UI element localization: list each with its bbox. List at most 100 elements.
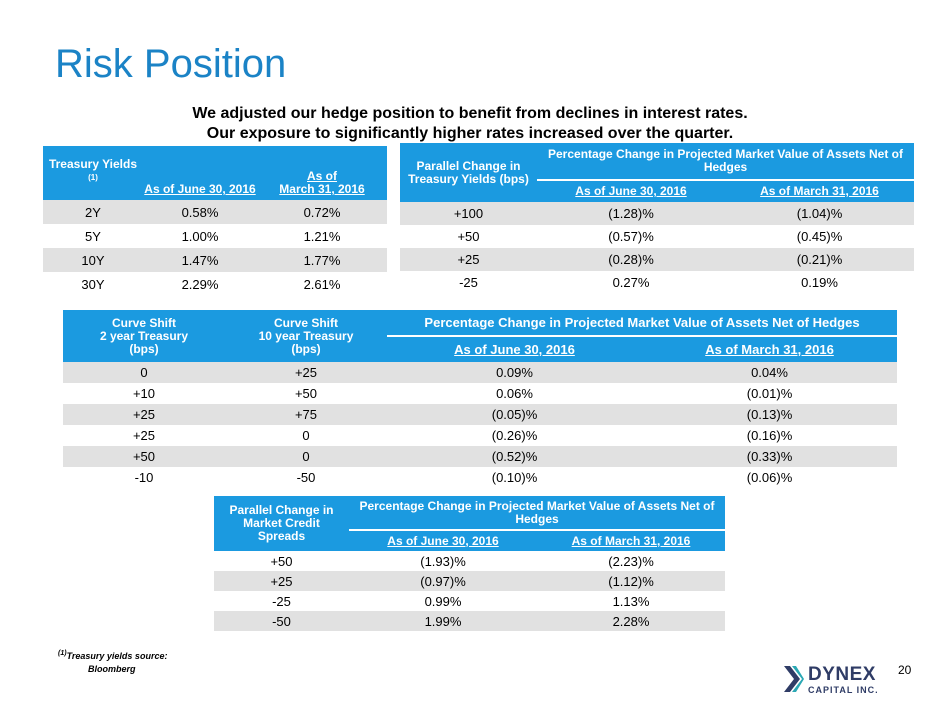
table-cell: (0.57)% <box>608 229 654 244</box>
logo-name: DYNEX <box>808 664 876 685</box>
subtitle: We adjusted our hedge position to benefi… <box>0 104 940 144</box>
header-curve-10y: Curve Shift 10 year Treasury (bps) <box>225 310 387 362</box>
table-row: +50 (1.93)% (2.23)% <box>214 551 725 571</box>
table-row: 5Y 1.00% 1.21% <box>43 224 387 248</box>
table-cell: +50 <box>294 386 318 401</box>
table-cell: +10 <box>132 386 156 401</box>
subtitle-line-1: We adjusted our hedge position to benefi… <box>192 105 748 122</box>
table-cell: (0.13)% <box>642 404 897 425</box>
table-row: +25 0 (0.26)% (0.16)% <box>63 425 897 446</box>
page-number: 20 <box>898 663 912 677</box>
table-cell: 1.47% <box>143 248 257 272</box>
table-row: +50 (0.57)% (0.45)% <box>400 225 914 248</box>
table-cell: -50 <box>296 470 316 485</box>
header-june-2016: As of June 30, 2016 <box>387 336 642 362</box>
credit-spreads-table: Parallel Change in Market Credit Spreads… <box>214 496 725 631</box>
table-row: 0 +25 0.09% 0.04% <box>63 362 897 383</box>
table-cell: 5Y <box>85 228 101 244</box>
table-cell: (1.12)% <box>537 571 725 591</box>
header-march-2016: As of March 31, 2016 <box>257 146 387 200</box>
table-cell: 0 <box>302 428 310 443</box>
table-cell: 0.04% <box>642 362 897 383</box>
table-cell: 2Y <box>43 200 143 224</box>
header-march-2016: As of March 31, 2016 <box>537 530 725 551</box>
table-cell: (0.16)% <box>746 428 793 443</box>
treasury-yields-table: Treasury Yields (1) As of June 30, 2016 … <box>43 146 387 296</box>
table-cell: 0.19% <box>801 275 838 290</box>
table-row: 2Y 0.58% 0.72% <box>43 200 387 224</box>
table-row: +25 +75 (0.05)% (0.13)% <box>63 404 897 425</box>
table-cell: 0.06% <box>496 386 533 401</box>
header-june-2016: As of June 30, 2016 <box>349 530 537 551</box>
table-cell: -50 <box>214 611 349 631</box>
table-cell: (0.28)% <box>537 248 725 271</box>
table-cell: 1.13% <box>612 593 650 609</box>
page-title: Risk Position <box>55 42 287 86</box>
table-cell: 0 <box>63 362 225 383</box>
table-cell: 2.28% <box>537 611 725 631</box>
header-treasury-yields: Treasury Yields (1) <box>43 146 143 200</box>
table-cell: (1.28)% <box>537 202 725 225</box>
table-cell: +50 <box>457 229 480 244</box>
header-june-2016: As of June 30, 2016 <box>537 180 725 202</box>
header-curve-2y: Curve Shift 2 year Treasury (bps) <box>63 310 225 362</box>
table-row: -25 0.99% 1.13% <box>214 591 725 611</box>
table-cell: 0.09% <box>387 362 642 383</box>
header-june-2016: As of June 30, 2016 <box>143 146 257 200</box>
header-march-2016: As of March 31, 2016 <box>642 336 897 362</box>
table-cell: +25 <box>63 404 225 425</box>
table-row: 10Y 1.47% 1.77% <box>43 248 387 272</box>
table-cell: +100 <box>400 202 537 225</box>
table-row: -25 0.27% 0.19% <box>400 271 914 294</box>
header-pct-change: Percentage Change in Projected Market Va… <box>537 143 914 181</box>
table-cell: (0.01)% <box>746 386 793 401</box>
table-cell: +75 <box>225 404 387 425</box>
table-cell: 0.99% <box>424 593 462 609</box>
table-cell: +50 <box>270 553 293 569</box>
table-row: +50 0 (0.52)% (0.33)% <box>63 446 897 467</box>
table-row: +10 +50 0.06% (0.01)% <box>63 383 897 404</box>
header-credit-spreads: Parallel Change in Market Credit Spreads <box>214 496 349 551</box>
header-pct-change: Percentage Change in Projected Market Va… <box>387 310 897 337</box>
table-cell: 1.21% <box>303 228 341 244</box>
table-row: -10 -50 (0.10)% (0.06)% <box>63 467 897 488</box>
table-cell: (0.21)% <box>725 248 914 271</box>
table-cell: (0.97)% <box>349 571 537 591</box>
table-cell: 10Y <box>43 248 143 272</box>
table-cell: +25 <box>225 362 387 383</box>
logo-tagline: CAPITAL INC. <box>808 685 879 695</box>
table-row: +25 (0.28)% (0.21)% <box>400 248 914 271</box>
table-cell: (0.05)% <box>387 404 642 425</box>
table-cell: (0.06)% <box>746 470 793 485</box>
dynex-mark-icon <box>784 666 804 692</box>
table-cell: -10 <box>134 470 154 485</box>
table-row: +100 (1.28)% (1.04)% <box>400 202 914 225</box>
dynex-logo: DYNEX CAPITAL INC. <box>782 664 892 696</box>
table-cell: 0.27% <box>612 275 650 290</box>
table-cell: +25 <box>214 571 349 591</box>
table-cell: 0.72% <box>257 200 387 224</box>
parallel-treasury-table: Parallel Change in Treasury Yields (bps)… <box>400 143 914 294</box>
table-cell: -25 <box>272 593 291 609</box>
table-row: 30Y 2.29% 2.61% <box>43 272 387 296</box>
table-cell: (0.26)% <box>491 428 538 443</box>
table-cell: (1.93)% <box>420 553 466 569</box>
subtitle-line-2: Our exposure to significantly higher rat… <box>206 125 734 142</box>
table-cell: 0.58% <box>143 200 257 224</box>
table-cell: 2.29% <box>181 276 219 292</box>
table-cell: (2.23)% <box>608 553 654 569</box>
table-cell: 1.99% <box>349 611 537 631</box>
table-cell: (0.33)% <box>642 446 897 467</box>
table-cell: +50 <box>63 446 225 467</box>
header-parallel-treasury: Parallel Change in Treasury Yields (bps) <box>400 143 537 202</box>
table-row: +25 (0.97)% (1.12)% <box>214 571 725 591</box>
table-cell: +25 <box>132 428 156 443</box>
header-march-2016: As of March 31, 2016 <box>725 180 914 202</box>
table-cell: +25 <box>400 248 537 271</box>
table-cell: 30Y <box>81 276 105 292</box>
header-pct-change: Percentage Change in Projected Market Va… <box>349 496 725 531</box>
table-cell: 1.00% <box>181 228 219 244</box>
table-row: -50 1.99% 2.28% <box>214 611 725 631</box>
table-cell: (1.04)% <box>725 202 914 225</box>
table-cell: (0.10)% <box>491 470 538 485</box>
